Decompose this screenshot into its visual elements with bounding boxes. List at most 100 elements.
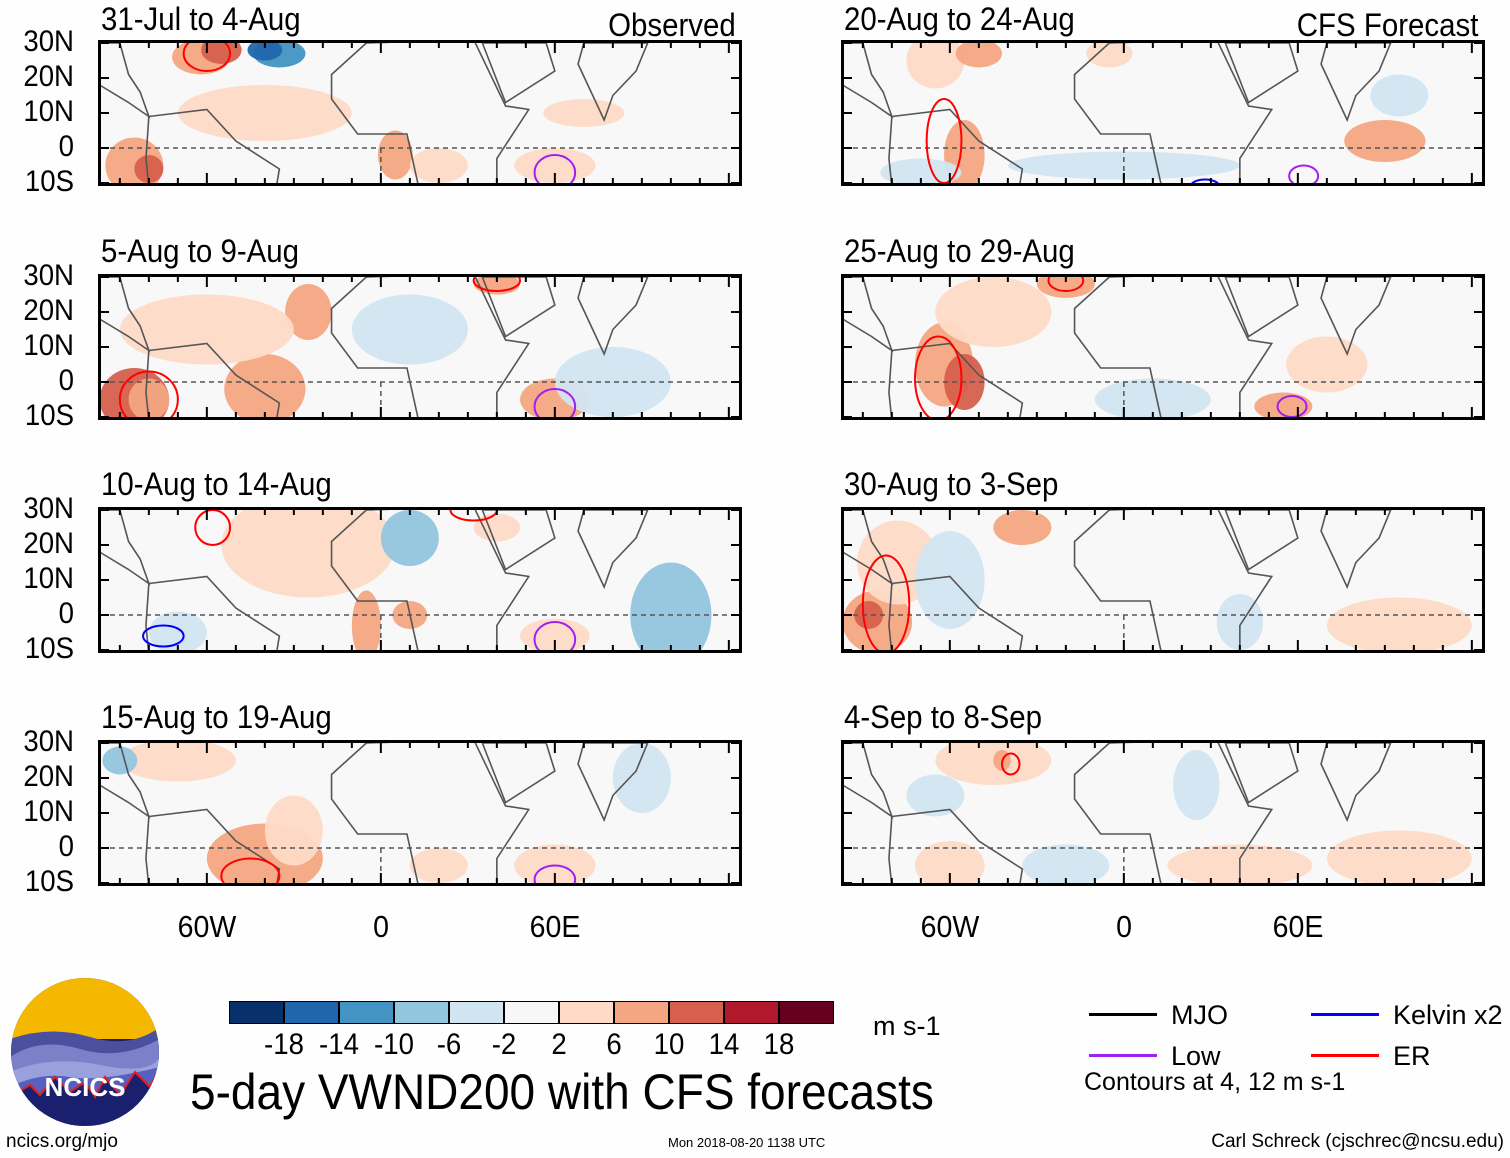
map-field — [101, 277, 739, 417]
colorbar-segment — [449, 1001, 504, 1024]
wave-contour — [1001, 752, 1021, 776]
colorbar-segment — [339, 1001, 394, 1024]
wave-contour — [533, 388, 577, 417]
wave-contour — [1191, 178, 1220, 183]
map-panel — [841, 507, 1485, 653]
anomaly-region — [514, 844, 596, 883]
wave-contour — [220, 857, 281, 883]
y-tick-label: 20N — [23, 527, 74, 560]
y-tick-label: 30N — [23, 492, 74, 525]
coastline — [481, 510, 556, 571]
colorbar-segment — [229, 1001, 284, 1024]
anomaly-region — [1173, 750, 1220, 820]
wave-contour — [472, 277, 522, 292]
map-panel — [98, 274, 742, 420]
coastline — [844, 43, 894, 119]
legend-line-low — [1089, 1054, 1157, 1057]
coastline — [1224, 277, 1299, 338]
map-field — [101, 743, 739, 883]
coastline — [844, 510, 894, 586]
colorbar-tick-label: -14 — [319, 1028, 359, 1061]
website-link[interactable]: ncics.org/mjo — [6, 1131, 118, 1152]
anomaly-region — [612, 743, 671, 813]
legend-line-mjo — [1089, 1013, 1157, 1016]
x-tick-label: 0 — [372, 909, 389, 944]
anomaly-region — [247, 43, 283, 61]
anomaly-region — [554, 347, 671, 417]
anomaly-region — [201, 43, 242, 64]
anomaly-region — [128, 378, 170, 417]
map-field — [844, 43, 1482, 183]
colorbar-tick-label: 14 — [708, 1028, 740, 1061]
coastline — [888, 808, 1024, 883]
colorbar-tick-label: 18 — [763, 1028, 795, 1061]
main-title: 5-day VWND200 with CFS forecasts — [190, 1064, 934, 1120]
y-tick-label: 20N — [23, 294, 74, 327]
colorbar-segment — [284, 1001, 339, 1024]
anomaly-region — [854, 601, 884, 629]
anomaly-region — [148, 611, 207, 650]
map-panel — [841, 740, 1485, 886]
coastline — [101, 510, 151, 586]
coastline — [577, 277, 649, 357]
ncics-logo-graphic — [11, 978, 159, 1126]
wave-contour — [142, 624, 185, 648]
panel-title: 20-Aug to 24-Aug — [844, 1, 1075, 37]
colorbar-tick-label: -2 — [491, 1028, 517, 1061]
colorbar-tick-label: -6 — [436, 1028, 462, 1061]
coastline — [1073, 743, 1274, 883]
anomaly-region — [906, 43, 965, 89]
anomaly-region — [177, 85, 352, 141]
panel-title: 31-Jul to 4-Aug — [101, 1, 301, 37]
x-tick-label: 60W — [920, 909, 980, 944]
anomaly-region — [221, 510, 396, 598]
wave-contour — [182, 43, 232, 72]
colorbar-segment — [394, 1001, 449, 1024]
colorbar-tick-label: 10 — [653, 1028, 685, 1061]
timestamp: Mon 2018-08-20 1138 UTC — [668, 1135, 826, 1150]
wave-contour — [1288, 164, 1320, 183]
coastline — [844, 277, 894, 353]
coastline — [145, 808, 281, 883]
anomaly-region — [409, 848, 468, 883]
anomaly-region — [134, 155, 164, 183]
cfs-forecast-label: CFS Forecast — [1296, 7, 1478, 43]
coastline — [330, 277, 531, 417]
anomaly-region — [1007, 151, 1240, 180]
wave-contour — [449, 510, 498, 522]
map-field — [844, 743, 1482, 883]
x-tick-label: 0 — [1115, 909, 1132, 944]
colorbar-segment — [614, 1001, 669, 1024]
y-tick-label: 30N — [23, 725, 74, 758]
coastline — [1320, 743, 1392, 823]
anomaly-region — [377, 130, 413, 180]
colorbar-tick-label: 6 — [606, 1028, 622, 1061]
map-field — [844, 510, 1482, 650]
anomaly-region — [380, 510, 439, 566]
anomaly-region — [520, 618, 590, 650]
panel-title: 5-Aug to 9-Aug — [101, 233, 300, 269]
coastline — [1224, 743, 1299, 804]
colorbar-segment — [559, 1001, 614, 1024]
anomaly-region — [351, 590, 381, 650]
y-tick-label: 30N — [23, 259, 74, 292]
anomaly-region — [1286, 336, 1368, 393]
coastline — [101, 277, 151, 353]
coastline — [1073, 510, 1274, 650]
colorbar-units: m s-1 — [873, 1011, 941, 1041]
y-tick-label: 10N — [23, 95, 74, 128]
contour-note: Contours at 4, 12 m s-1 — [1084, 1068, 1346, 1096]
colorbar-tick-label: -18 — [264, 1028, 304, 1061]
panel-title: 30-Aug to 3-Sep — [844, 466, 1059, 502]
observed-label: Observed — [608, 7, 736, 43]
wave-contour — [533, 154, 577, 183]
anomaly-region — [1036, 277, 1095, 298]
map-field — [101, 510, 739, 650]
legend-label: MJO — [1171, 1000, 1228, 1030]
y-tick-label: 10N — [23, 795, 74, 828]
colorbar-segment — [724, 1001, 779, 1024]
coastline — [481, 743, 556, 804]
coastline — [330, 510, 531, 650]
x-tick-label: 60E — [529, 909, 581, 944]
wave-contour — [533, 621, 577, 650]
